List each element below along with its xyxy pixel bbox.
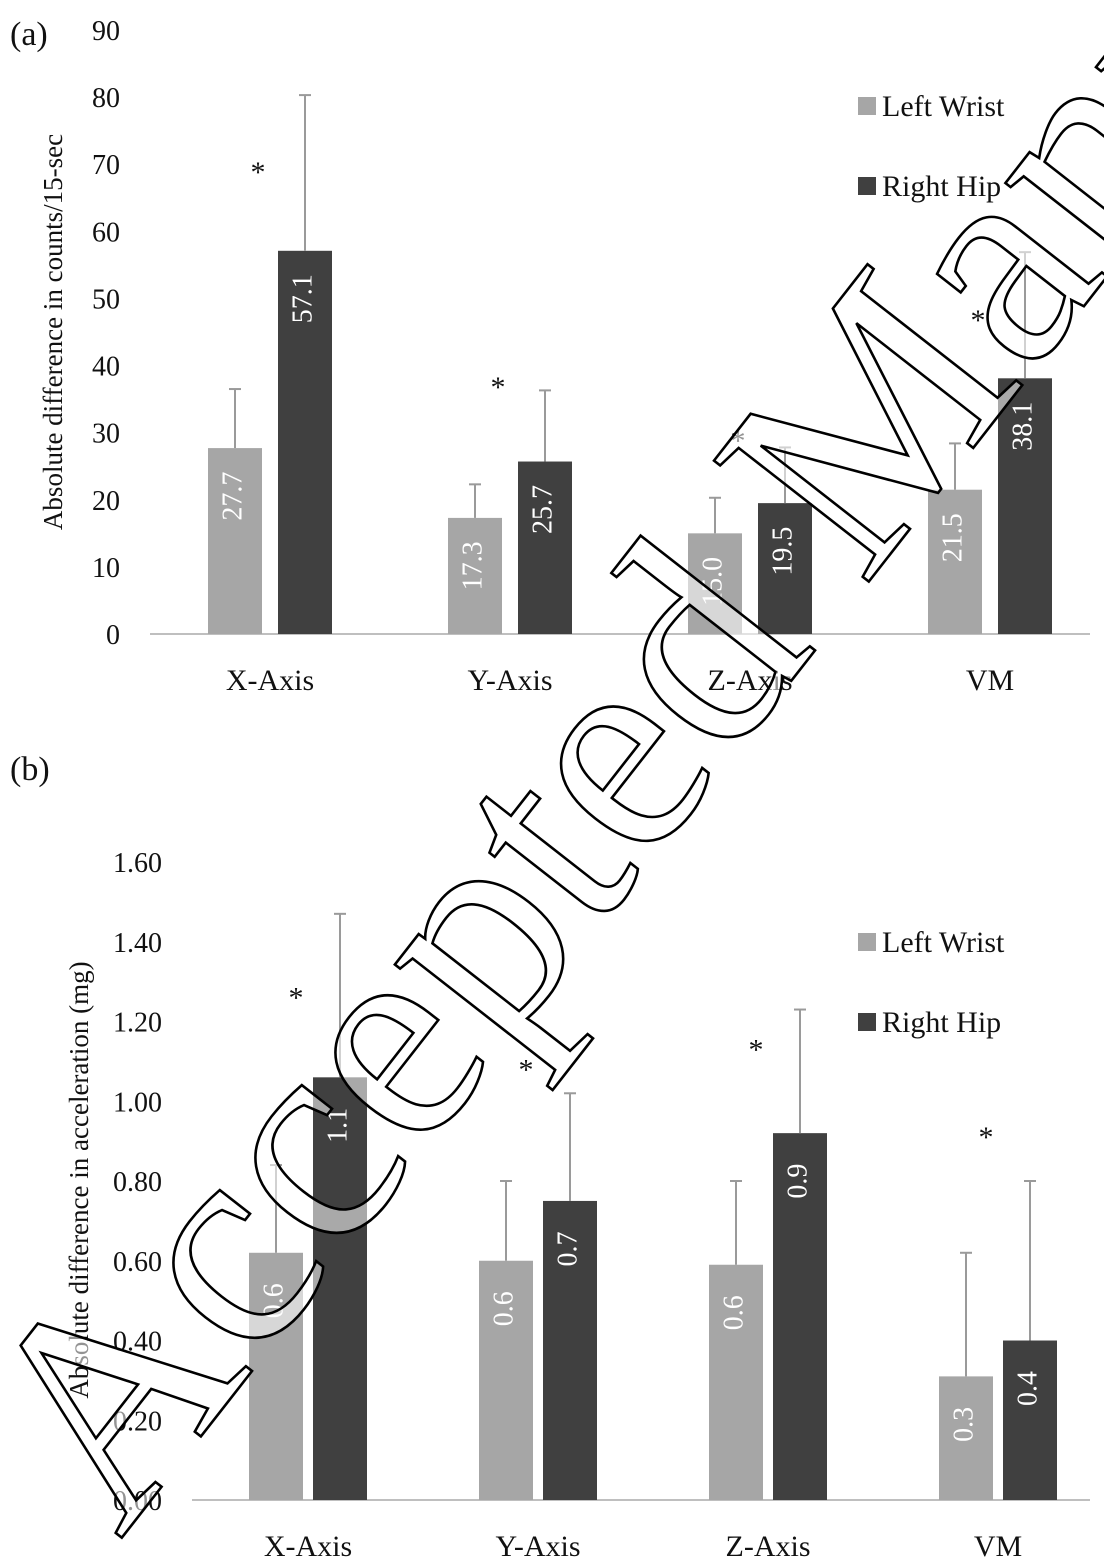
significance-marker: * (731, 425, 746, 458)
y-tick-label: 80 (92, 83, 120, 114)
significance-marker: * (251, 156, 266, 189)
panel-label: (a) (10, 16, 48, 53)
significance-marker: * (979, 1121, 994, 1154)
data-label: 0.7 (552, 1231, 583, 1266)
x-category-label: X-Axis (226, 664, 314, 697)
significance-marker: * (491, 371, 506, 404)
panel-b: (b) 0.00 0.20 0.40 0.60 0.80 1.00 1.20 1.40 1.60 A… (10, 751, 1090, 1560)
y-tick-label: 50 (92, 284, 120, 315)
y-tick-label: 70 (92, 150, 120, 181)
y-tick-label: 0.40 (113, 1327, 162, 1358)
y-tick-label: 1.60 (113, 848, 162, 879)
bar-right-hip (998, 378, 1052, 634)
y-tick-label: 1.20 (113, 1008, 162, 1039)
data-label: 0.4 (1012, 1371, 1043, 1406)
data-label: 19.5 (767, 527, 798, 576)
data-label: 0.3 (948, 1407, 979, 1442)
y-tick-label: 40 (92, 352, 120, 383)
legend-swatch (858, 1013, 876, 1031)
bar-right-hip (543, 1200, 597, 1500)
data-label: 0.6 (718, 1295, 749, 1330)
data-label: 0.6 (488, 1291, 519, 1326)
bar-left-wrist (448, 517, 502, 634)
x-category-label: Y-Axis (467, 664, 552, 697)
significance-marker: * (289, 982, 304, 1015)
legend-swatch (858, 97, 876, 115)
y-tick-label: 1.40 (113, 928, 162, 959)
data-label: 21.5 (937, 513, 968, 562)
data-label: 25.7 (527, 485, 558, 534)
y-tick-label: 0 (106, 620, 120, 651)
x-category-label: VM (974, 1530, 1022, 1560)
y-tick-label: 30 (92, 419, 120, 450)
bar-right-hip (278, 250, 332, 634)
data-label: 38.1 (1007, 402, 1038, 451)
panel-label: (b) (10, 751, 50, 788)
legend-swatch (858, 177, 876, 195)
bar-left-wrist (249, 1252, 303, 1500)
bar-left-wrist (709, 1264, 763, 1500)
y-tick-label: 60 (92, 217, 120, 248)
bar-left-wrist (479, 1260, 533, 1500)
y-tick-label: 90 (92, 16, 120, 47)
data-label: 0.6 (258, 1283, 289, 1318)
bar-right-hip (758, 503, 812, 634)
legend-label: Left Wrist (882, 926, 1005, 959)
y-tick-label: 0.60 (113, 1247, 162, 1278)
y-tick-label: 0.80 (113, 1167, 162, 1198)
significance-marker: * (749, 1033, 764, 1066)
x-category-label: X-Axis (264, 1530, 352, 1560)
x-category-label: VM (966, 664, 1014, 697)
data-label: 15.0 (697, 557, 728, 606)
x-category-label: Y-Axis (495, 1530, 580, 1560)
legend: Left Wrist Right Hip (858, 90, 1005, 203)
bar-left-wrist (939, 1376, 993, 1500)
bar-right-hip (518, 461, 572, 634)
data-label: 1.1 (322, 1108, 353, 1143)
panel-a: (a) 0 10 20 30 40 50 60 70 80 90 Absolute differenc… (10, 16, 1090, 697)
data-label: 57.1 (287, 274, 318, 323)
bar-right-hip (1003, 1340, 1057, 1500)
data-label: 17.3 (457, 541, 488, 590)
legend-label: Right Hip (882, 170, 1001, 203)
bar-right-hip (313, 1077, 367, 1500)
y-tick-label: 0.20 (113, 1406, 162, 1437)
significance-marker: * (971, 304, 986, 337)
legend: Left Wrist Right Hip (858, 926, 1005, 1039)
y-tick-label: 1.00 (113, 1087, 162, 1118)
x-category-label: Z-Axis (726, 1530, 811, 1560)
y-tick-label: 0.00 (113, 1486, 162, 1517)
legend-label: Right Hip (882, 1006, 1001, 1039)
y-tick-label: 10 (92, 553, 120, 584)
legend-label: Left Wrist (882, 90, 1005, 123)
y-axis-label: Absolute difference in counts/15-sec (38, 134, 68, 530)
bar-left-wrist (928, 489, 982, 634)
x-category-label: Z-Axis (708, 664, 793, 697)
bar-left-wrist (688, 533, 742, 634)
y-tick-label: 20 (92, 486, 120, 517)
significance-marker: * (519, 1053, 534, 1086)
bar-left-wrist (208, 448, 262, 634)
legend-swatch (858, 933, 876, 951)
y-axis-label: Absolute difference in acceleration (mg) (64, 961, 94, 1398)
data-label: 0.9 (782, 1164, 813, 1199)
data-label: 27.7 (217, 472, 248, 521)
bar-right-hip (773, 1133, 827, 1500)
